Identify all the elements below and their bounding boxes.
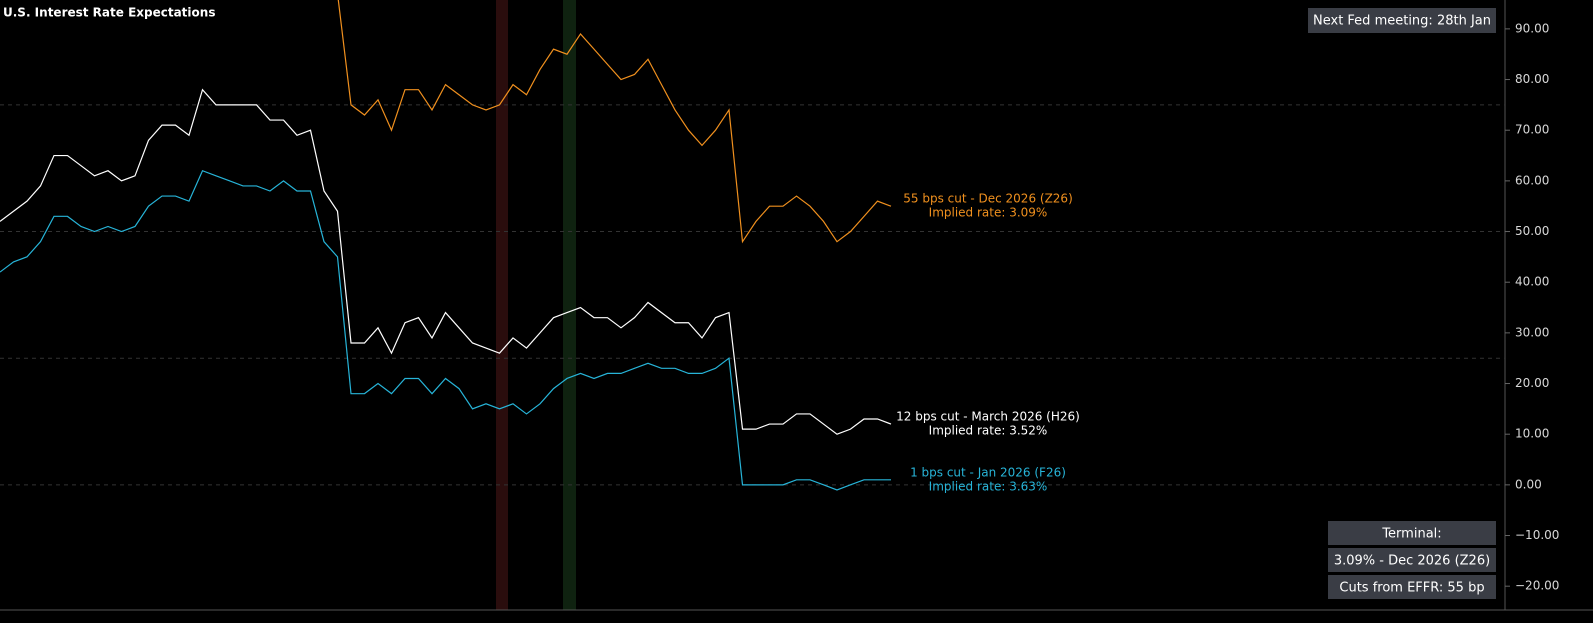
y-tick-label: 30.00	[1515, 325, 1549, 339]
y-tick-label: 20.00	[1515, 376, 1549, 390]
y-tick-label: 0.00	[1515, 477, 1542, 491]
chart-title: U.S. Interest Rate Expectations	[3, 6, 215, 20]
series-line	[337, 0, 892, 244]
red-highlight	[496, 0, 508, 610]
y-tick-label: 80.00	[1515, 72, 1549, 86]
cuts-box	[1328, 575, 1496, 599]
y-tick-label: 70.00	[1515, 123, 1549, 137]
series-name: 55 bps cut - Dec 2026 (Z26)	[903, 192, 1073, 206]
series-name: 12 bps cut - March 2026 (H26)	[896, 410, 1080, 424]
y-tick-label: 60.00	[1515, 173, 1549, 187]
terminal-rate: 3.09% - Dec 2026 (Z26)	[1334, 554, 1490, 569]
y-tick-label: 90.00	[1515, 21, 1549, 35]
series-rate: Implied rate: 3.63%	[929, 479, 1048, 493]
green-highlight	[563, 0, 576, 610]
terminal-box	[1328, 521, 1496, 545]
y-tick-label: −10.00	[1515, 528, 1559, 542]
series-line	[0, 169, 891, 491]
terminal-title: Terminal:	[1381, 527, 1441, 542]
series-name: 1 bps cut - Jan 2026 (F26)	[910, 465, 1066, 479]
series-line	[0, 88, 892, 435]
meeting-box	[1308, 8, 1496, 33]
y-tick-label: −20.00	[1515, 579, 1559, 593]
cuts-text: Cuts from EFFR: 55 bp	[1339, 581, 1484, 596]
terminal-box	[1328, 548, 1496, 572]
series-rate: Implied rate: 3.09%	[929, 206, 1048, 220]
plot	[0, 0, 892, 491]
y-tick-label: 50.00	[1515, 224, 1549, 238]
series-rate: Implied rate: 3.52%	[929, 424, 1048, 438]
y-tick-label: 40.00	[1515, 275, 1549, 289]
meeting-text: Next Fed meeting: 28th Jan	[1313, 14, 1491, 29]
y-tick-label: 10.00	[1515, 427, 1549, 441]
